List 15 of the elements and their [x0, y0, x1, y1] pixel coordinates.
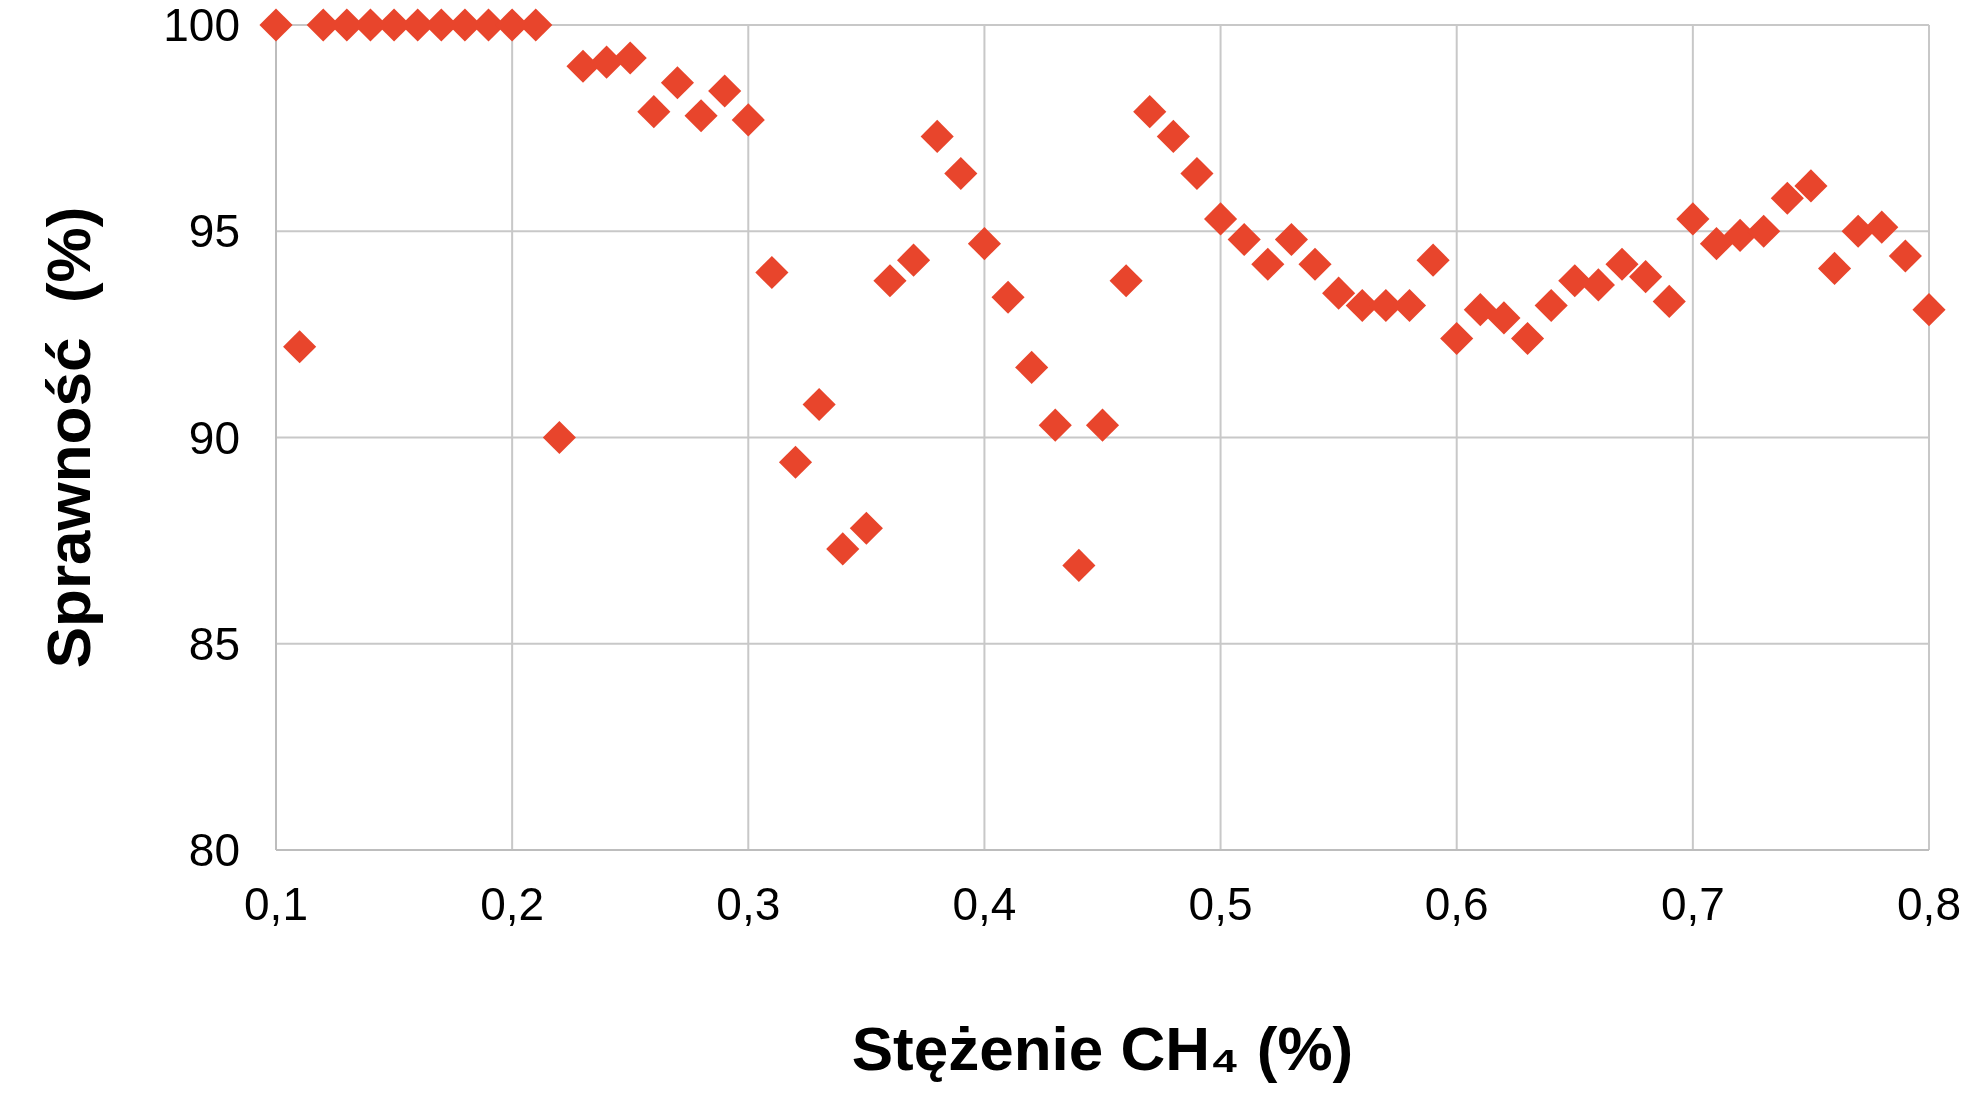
x-tick-label: 0,6: [1424, 878, 1489, 930]
x-tick-label: 0,8: [1897, 878, 1961, 930]
x-tick-label: 0,1: [244, 878, 308, 930]
x-tick-label: 0,5: [1188, 878, 1253, 930]
x-tick-label: 0,2: [480, 878, 545, 930]
x-axis-title: Stężenie CH₄ (%): [851, 1014, 1354, 1083]
y-tick-label: 80: [188, 824, 240, 876]
y-tick-label: 100: [163, 0, 240, 51]
x-tick-label: 0,4: [952, 878, 1017, 930]
y-tick-label: 85: [188, 617, 240, 670]
y-axis-title: Sprawność (%): [34, 206, 103, 669]
y-tick-label: 90: [188, 411, 240, 464]
y-tick-label: 95: [188, 205, 240, 258]
x-tick-label: 0,3: [716, 878, 781, 930]
x-tick-label: 0,7: [1660, 878, 1725, 930]
